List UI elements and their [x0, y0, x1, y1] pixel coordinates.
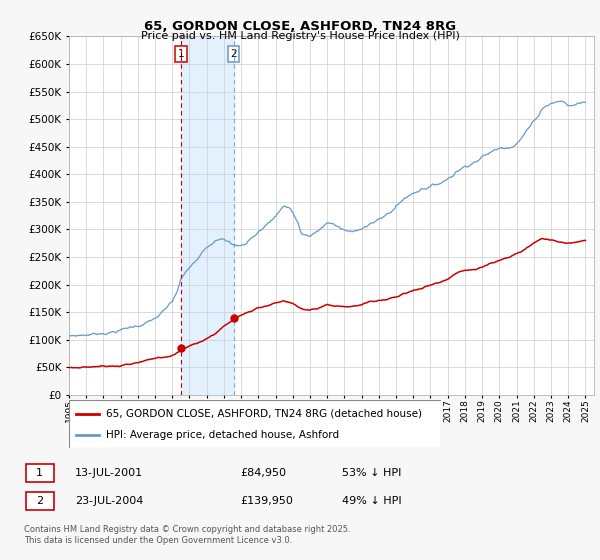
Text: Price paid vs. HM Land Registry's House Price Index (HPI): Price paid vs. HM Land Registry's House …: [140, 31, 460, 41]
Text: 65, GORDON CLOSE, ASHFORD, TN24 8RG: 65, GORDON CLOSE, ASHFORD, TN24 8RG: [144, 20, 456, 32]
Text: 49% ↓ HPI: 49% ↓ HPI: [342, 496, 401, 506]
Text: 65, GORDON CLOSE, ASHFORD, TN24 8RG (detached house): 65, GORDON CLOSE, ASHFORD, TN24 8RG (det…: [106, 409, 422, 419]
Text: Contains HM Land Registry data © Crown copyright and database right 2025.
This d: Contains HM Land Registry data © Crown c…: [24, 525, 350, 545]
FancyBboxPatch shape: [69, 400, 441, 448]
Text: 23-JUL-2004: 23-JUL-2004: [75, 496, 143, 506]
Text: HPI: Average price, detached house, Ashford: HPI: Average price, detached house, Ashf…: [106, 430, 340, 440]
Text: 2: 2: [230, 49, 237, 59]
FancyBboxPatch shape: [26, 492, 53, 510]
Text: 2: 2: [36, 496, 43, 506]
FancyBboxPatch shape: [26, 464, 53, 482]
Bar: [181, 36, 233, 395]
Text: £84,950: £84,950: [240, 468, 286, 478]
Text: 13-JUL-2001: 13-JUL-2001: [75, 468, 143, 478]
Text: 53% ↓ HPI: 53% ↓ HPI: [342, 468, 401, 478]
Text: 1: 1: [36, 468, 43, 478]
Text: £139,950: £139,950: [240, 496, 293, 506]
Text: 1: 1: [178, 49, 185, 59]
